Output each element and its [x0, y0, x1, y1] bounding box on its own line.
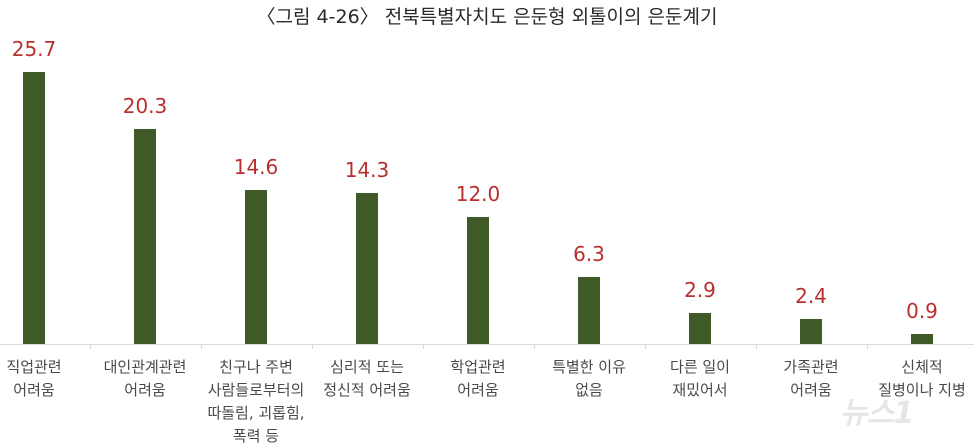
value-label: 14.6: [233, 155, 279, 179]
value-label: 2.4: [795, 284, 827, 308]
category-label-line: 사람들로부터의: [207, 381, 305, 399]
x-axis-tick: [312, 344, 313, 349]
category-label-line: 재밌어서: [672, 381, 728, 399]
value-label: 2.9: [684, 278, 716, 302]
category-label-line: 없음: [575, 381, 603, 399]
category-label-line: 정신적 어려움: [323, 381, 411, 399]
bar: [356, 193, 378, 344]
category-label-line: 폭력 등: [232, 427, 280, 445]
bar: [245, 190, 267, 344]
category-label-line: 심리적 또는: [330, 358, 404, 376]
bar: [578, 277, 600, 344]
category-label-line: 학업관련: [450, 358, 506, 376]
category-label-line: 다른 일이: [670, 358, 730, 376]
value-label: 12.0: [455, 182, 501, 206]
category-label-line: 신체적: [901, 358, 943, 376]
value-label: 0.9: [906, 299, 938, 323]
category-label-line: 대인관계관련: [103, 358, 187, 376]
value-label: 20.3: [122, 94, 168, 118]
x-axis-tick: [201, 344, 202, 349]
x-axis-tick: [90, 344, 91, 349]
bar: [134, 129, 156, 344]
category-label-line: 어려움: [790, 381, 832, 399]
value-label: 14.3: [344, 158, 390, 182]
category-label-line: 특별한 이유: [552, 358, 626, 376]
x-axis-tick: [867, 344, 868, 349]
x-axis-tick: [534, 344, 535, 349]
x-axis-line: [0, 344, 974, 345]
value-label: 25.7: [11, 37, 57, 61]
x-axis-tick: [645, 344, 646, 349]
x-axis-tick: [756, 344, 757, 349]
category-label-line: 어려움: [13, 381, 55, 399]
bar: [800, 319, 822, 344]
category-label-line: 친구나 주변: [219, 358, 293, 376]
category-label-line: 따돌림, 괴롭힘,: [207, 404, 305, 422]
news-watermark: 뉴스1: [840, 396, 914, 431]
category-label-line: 가족관련: [783, 358, 839, 376]
category-label-line: 어려움: [457, 381, 499, 399]
bar: [689, 313, 711, 344]
x-axis-tick: [423, 344, 424, 349]
bar: [23, 72, 45, 344]
value-label: 6.3: [573, 242, 605, 266]
category-label-line: 직업관련: [6, 358, 62, 376]
bar: [467, 217, 489, 344]
category-label-line: 질병이나 지병: [878, 381, 966, 399]
bar: [911, 334, 933, 344]
chart-title: 〈그림 4-26〉 전북특별자치도 은둔형 외톨이의 은둔계기: [256, 6, 718, 28]
category-label-line: 어려움: [124, 381, 166, 399]
